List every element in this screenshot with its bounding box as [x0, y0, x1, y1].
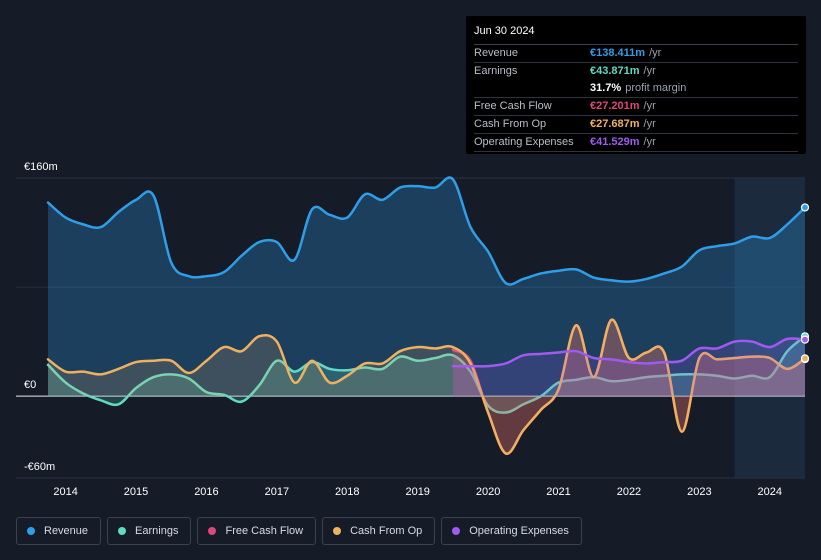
operating-expenses-endpoint — [800, 335, 810, 344]
y-tick-label: -€60m — [24, 461, 55, 473]
x-tick-label: 2018 — [335, 486, 359, 498]
tooltip-row-profit-margin: 31.7% profit margin — [474, 80, 798, 98]
legend-dot-icon — [208, 527, 217, 535]
legend-dot-icon — [118, 527, 127, 535]
tooltip-unit: profit margin — [625, 82, 687, 94]
x-tick-label: 2014 — [53, 486, 77, 498]
cash-from-op-line — [46, 318, 807, 455]
legend-label: Earnings — [135, 525, 179, 537]
forecast-band — [734, 178, 805, 478]
tooltip-value: €27.687m — [590, 118, 640, 130]
legend-dot-icon — [27, 527, 35, 535]
legend-item-revenue[interactable]: Revenue — [16, 517, 102, 545]
tooltip-label: Operating Expenses — [474, 136, 574, 148]
tooltip-unit: /yr — [643, 136, 656, 148]
earnings-area — [48, 336, 805, 413]
legend-dot-icon — [452, 527, 461, 535]
revenue-line — [46, 176, 807, 286]
x-tick-label: 2019 — [405, 486, 429, 498]
x-axis: 2014 2015 2016 2017 2018 2019 2020 2021 2022 2023… — [53, 486, 782, 498]
tooltip-value: €43.871m — [590, 65, 640, 77]
revenue-endpoint — [800, 203, 810, 212]
tooltip-label: Earnings — [474, 65, 518, 77]
y-tick-label: €0 — [24, 379, 36, 391]
tooltip-date: Jun 30 2024 — [474, 23, 798, 45]
tooltip-unit: /yr — [643, 118, 656, 130]
operating-expenses-area — [452, 338, 805, 397]
tooltip-label — [474, 80, 590, 97]
tooltip-value: €41.529m — [590, 136, 640, 148]
endpoint-markers — [800, 203, 810, 364]
tooltip-value: 31.7% — [590, 82, 622, 94]
y-axis: €160m €0 -€60m — [24, 161, 58, 473]
free-cash-flow-area — [452, 319, 805, 454]
legend-label: Cash From Op — [350, 525, 423, 537]
tooltip-unit: /yr — [649, 47, 662, 59]
x-tick-label: 2024 — [758, 486, 782, 498]
x-tick-label: 2023 — [687, 486, 711, 498]
tooltip-row-operating-expenses: Operating Expenses €41.529m /yr — [474, 134, 798, 152]
tooltip-row-cash-from-op: Cash From Op €27.687m /yr — [474, 116, 798, 134]
x-tick-label: 2022 — [617, 486, 641, 498]
tooltip-label: Revenue — [474, 47, 519, 59]
legend-dot-icon — [333, 527, 342, 535]
tooltip-label: Cash From Op — [474, 118, 547, 130]
legend-item-earnings[interactable]: Earnings — [107, 517, 192, 545]
series-layer — [46, 176, 807, 455]
tooltip-row-free-cash-flow: Free Cash Flow €27.201m /yr — [474, 98, 798, 116]
revenue-area — [48, 177, 805, 397]
tooltip-row-revenue: Revenue €138.411m /yr — [474, 45, 798, 63]
tooltip-unit: /yr — [643, 100, 656, 112]
legend-item-operating-expenses[interactable]: Operating Expenses — [441, 517, 582, 545]
x-tick-label: 2017 — [265, 486, 289, 498]
x-tick-label: 2016 — [194, 486, 218, 498]
x-tick-label: 2020 — [476, 486, 500, 498]
legend-label: Operating Expenses — [469, 525, 569, 537]
x-tick-label: 2021 — [546, 486, 570, 498]
y-tick-label: €160m — [24, 161, 58, 173]
x-tick-label: 2015 — [124, 486, 148, 498]
hover-tooltip: Jun 30 2024 Revenue €138.411m /yr Earnin… — [466, 16, 806, 154]
cash-from-op-endpoint — [800, 354, 810, 363]
cash-from-op-area — [48, 319, 805, 454]
gridlines — [16, 177, 805, 479]
legend-item-cash-from-op[interactable]: Cash From Op — [322, 517, 436, 545]
legend-item-free-cash-flow[interactable]: Free Cash Flow — [197, 517, 317, 545]
legend-label: Free Cash Flow — [225, 525, 304, 537]
legend: Revenue Earnings Free Cash Flow Cash Fro… — [16, 517, 582, 545]
earnings-line — [46, 335, 807, 414]
tooltip-unit: /yr — [643, 65, 656, 77]
legend-label: Revenue — [44, 525, 89, 537]
tooltip-value: €138.411m — [590, 47, 646, 59]
chart-svg: €160m €0 -€60m 2014 2015 2016 2017 2018 2019 202… — [16, 161, 810, 498]
tooltip-label: Free Cash Flow — [474, 100, 552, 112]
tooltip-row-earnings: Earnings €43.871m /yr — [474, 63, 798, 80]
operating-expenses-line — [451, 337, 807, 368]
tooltip-value: €27.201m — [590, 100, 640, 112]
